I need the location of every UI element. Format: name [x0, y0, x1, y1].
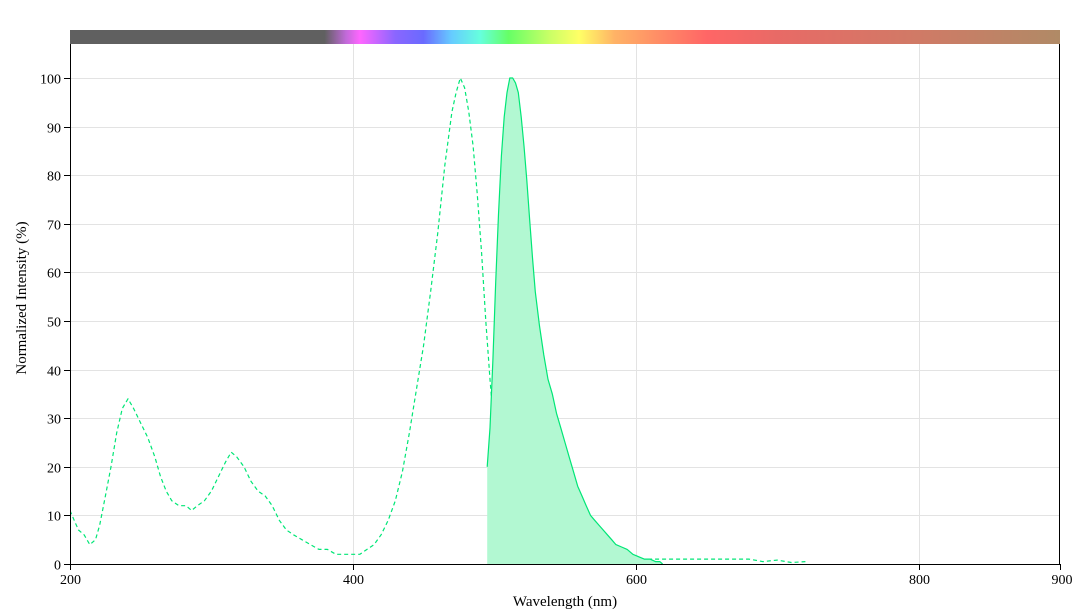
y-tick-label: 20: [47, 462, 61, 477]
y-tick-label: 10: [47, 510, 61, 525]
x-tick-label: 900: [1052, 573, 1073, 588]
y-axis-title: Normalized Intensity (%): [14, 221, 30, 374]
series-layer: [70, 77, 806, 565]
x-axis-ticks: 200 400 600 800 900: [60, 564, 1073, 588]
y-tick-label: 90: [47, 122, 61, 137]
y-tick-label: 70: [47, 219, 61, 234]
y-tick-label: 80: [47, 170, 61, 185]
y-axis-ticks: 0 10 20 30 40 50 60 70 80 90 100: [40, 73, 70, 574]
y-tick-label: 50: [47, 316, 61, 331]
excitation-line: [70, 77, 806, 564]
y-tick-label: 0: [54, 559, 61, 574]
x-tick-label: 600: [626, 573, 647, 588]
x-tick-label: 200: [60, 573, 81, 588]
x-tick-label: 800: [909, 573, 930, 588]
y-tick-label: 30: [47, 413, 61, 428]
spectrum-color-bar: [70, 30, 1060, 44]
x-tick-label: 400: [343, 573, 364, 588]
emission-line: [486, 77, 663, 565]
y-tick-label: 100: [40, 73, 61, 88]
y-tick-label: 60: [47, 267, 61, 282]
y-tick-label: 40: [47, 365, 61, 380]
grid-lines: [70, 44, 1060, 564]
emission-area: [487, 78, 663, 564]
x-axis-title: Wavelength (nm): [513, 594, 617, 610]
